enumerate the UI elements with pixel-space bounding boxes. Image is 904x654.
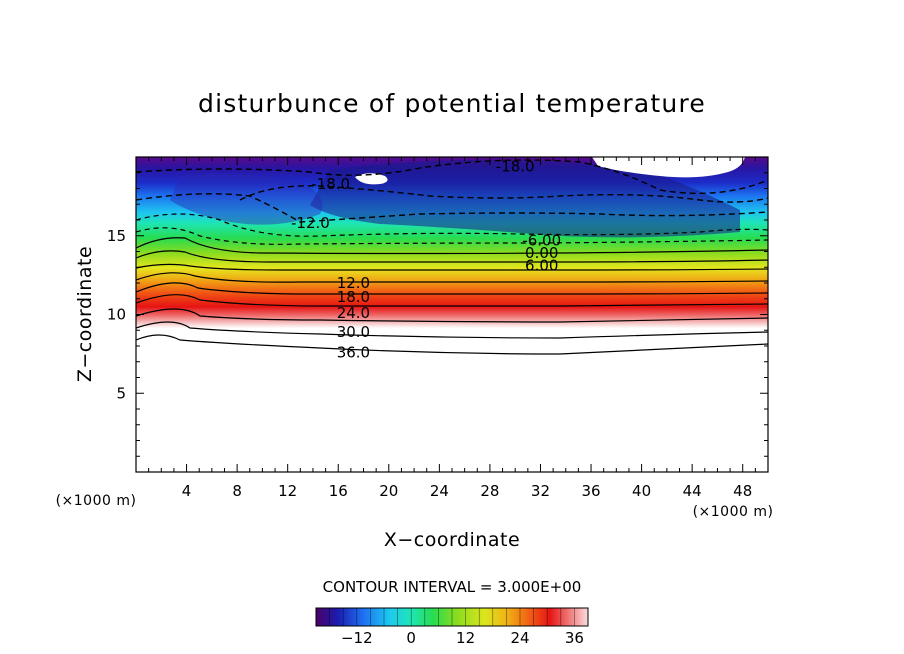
colorbar-tick-label: 24 — [510, 629, 529, 647]
contour-line — [136, 321, 768, 339]
contour-field — [136, 157, 768, 371]
colorbar-separators — [329, 608, 575, 626]
contour-line — [239, 185, 768, 203]
contour-label: 36.0 — [337, 343, 370, 361]
contour-line — [136, 294, 768, 307]
x-tick-label: 8 — [232, 482, 242, 500]
x-tick-label: 12 — [278, 482, 297, 500]
x-tick-label: 36 — [581, 482, 600, 500]
contour-line — [136, 237, 768, 255]
y-tick-label: 5 — [116, 384, 126, 402]
colorbar-tick-label: −12 — [341, 629, 373, 647]
contour-interval-label: CONTOUR INTERVAL = 3.000E+00 — [323, 578, 582, 596]
x-tick-label: 4 — [182, 482, 192, 500]
x-axis-label: X−coordinate — [384, 529, 520, 551]
contour-lines — [136, 159, 768, 355]
contour-label: 18.0 — [337, 288, 370, 306]
contour-label: -18.0 — [496, 157, 535, 175]
y-tick-label: 15 — [107, 227, 126, 245]
y-axis-label: Z−coordinate — [74, 246, 96, 382]
contour-line — [136, 334, 768, 355]
colorbar: −12 0 12 24 36 — [315, 607, 589, 647]
colorbar-ticks: −12 0 12 24 36 — [341, 629, 584, 647]
contour-label: -6.00 — [522, 231, 561, 249]
x-tick-label: 20 — [379, 482, 398, 500]
chart-title: disturbunce of potential temperature — [198, 89, 706, 118]
contour-line — [136, 227, 768, 245]
y-axis-unit: (×1000 m) — [56, 493, 137, 509]
x-axis-unit: (×1000 m) — [693, 504, 774, 520]
contour-label: 0.00 — [525, 244, 558, 262]
contour-line — [136, 193, 768, 223]
cold-anomaly-region — [170, 174, 323, 225]
contour-label: 12.0 — [337, 274, 370, 292]
missing-data-region — [592, 157, 745, 178]
contour-line — [136, 250, 768, 263]
contour-label: 24.0 — [337, 304, 370, 322]
x-axis-ticks: 4 8 12 16 20 24 28 32 36 40 44 48 — [182, 157, 752, 500]
colorbar-tick-label: 12 — [456, 629, 475, 647]
contour-label: 30.0 — [337, 323, 370, 341]
x-tick-label: 16 — [329, 482, 348, 500]
colorbar-tick-label: 36 — [565, 629, 584, 647]
x-tick-label: 44 — [683, 482, 702, 500]
contour-label: 6.00 — [525, 257, 558, 275]
contour-line — [136, 263, 768, 271]
x-tick-label: 32 — [531, 482, 550, 500]
minor-ticks — [136, 157, 768, 472]
contour-labels: -18.0 -18.0 -12.0 -6.000.006.00 12.018.024.0… — [291, 157, 561, 361]
contour-label: -18.0 — [311, 175, 350, 193]
x-tick-label: 48 — [733, 482, 752, 500]
missing-data-region — [355, 173, 388, 185]
contour-line — [136, 213, 768, 237]
x-tick-label: 24 — [430, 482, 449, 500]
x-tick-label: 40 — [632, 482, 651, 500]
contour-label: -12.0 — [291, 214, 330, 232]
contour-line — [136, 272, 768, 283]
y-tick-label: 10 — [107, 306, 126, 324]
contour-line — [136, 308, 768, 323]
colorbar-tick-label: 0 — [406, 629, 416, 647]
contour-line — [136, 159, 768, 195]
cold-anomaly-region — [310, 159, 740, 238]
contour-line — [136, 282, 768, 295]
x-tick-label: 28 — [480, 482, 499, 500]
y-axis-ticks: 5 10 15 — [107, 227, 768, 402]
